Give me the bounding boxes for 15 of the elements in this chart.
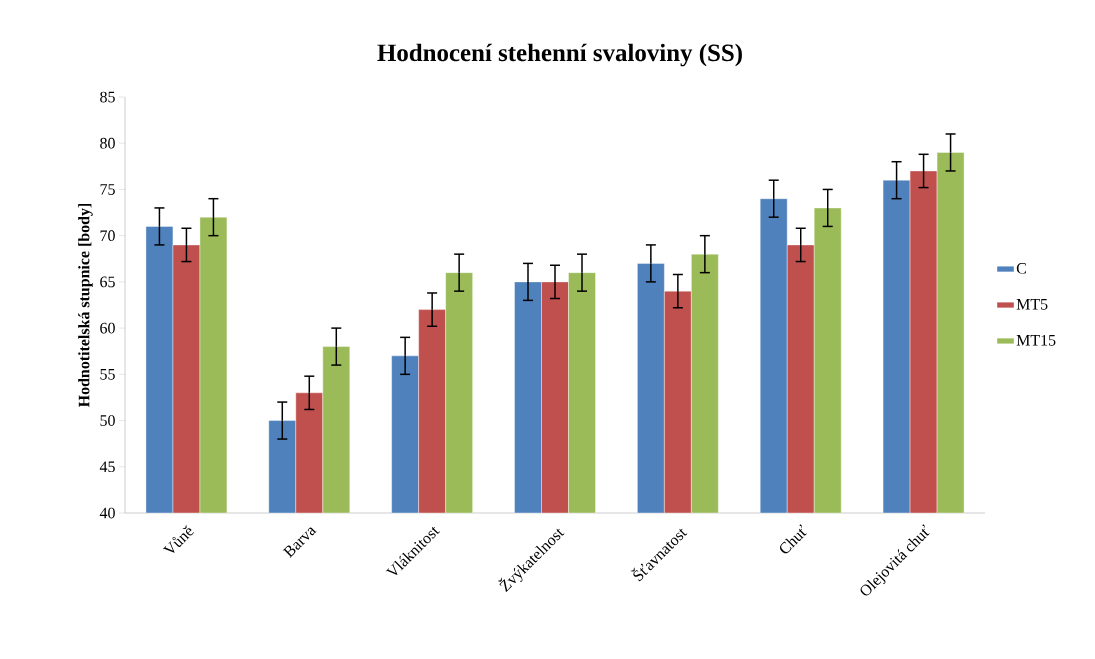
y-tick-label: 45: [99, 461, 115, 473]
y-tick-label: 55: [100, 369, 115, 380]
y-tick-label: 75: [100, 184, 115, 195]
legend-label: MT5: [1016, 299, 1048, 310]
y-tick-label: 65: [100, 276, 115, 288]
legend-label: MT15: [1016, 334, 1056, 346]
y-tick-label: 80: [100, 137, 115, 149]
y-tick-label: 60: [100, 322, 115, 334]
legend-label: C: [1016, 263, 1026, 274]
y-tick-label: 85: [100, 91, 115, 103]
y-axis-title: Hodnotitelská stupnice [body]: [78, 203, 93, 408]
y-tick-label: 70: [100, 230, 115, 242]
chart-title: Hodnocení stehenní svaloviny (SS): [377, 43, 742, 67]
y-tick-label: 50: [100, 415, 115, 426]
y-tick-label: 40: [99, 507, 115, 519]
